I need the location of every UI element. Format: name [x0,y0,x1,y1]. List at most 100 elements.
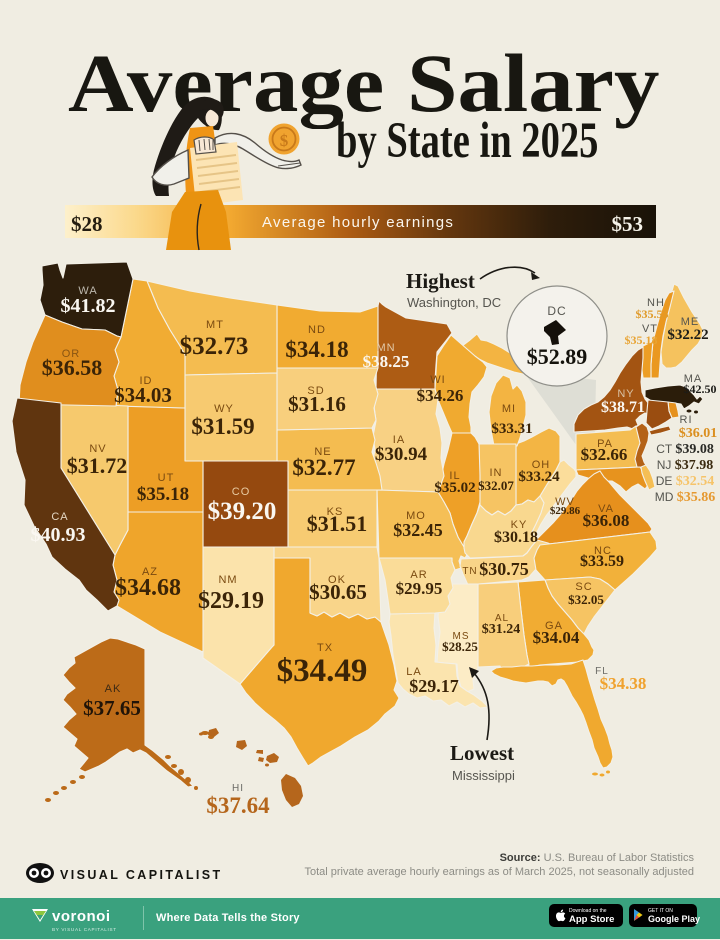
svg-text:$29.86: $29.86 [550,505,581,517]
svg-text:NE: NE [314,446,331,458]
svg-text:$32.73: $32.73 [180,333,249,360]
svg-text:MO: MO [406,510,426,522]
svg-text:GA: GA [545,620,563,632]
svg-text:$39.20: $39.20 [208,498,277,525]
svg-text:IA: IA [393,434,405,446]
svg-text:$32.66: $32.66 [581,445,628,464]
svg-text:$37.64: $37.64 [206,793,270,818]
svg-text:UT: UT [158,472,175,484]
svg-text:$38.25: $38.25 [363,352,410,371]
svg-text:IN: IN [490,467,503,479]
svg-text:NM: NM [218,574,237,586]
svg-text:$35.55: $35.55 [636,307,669,321]
svg-text:$30.75: $30.75 [479,559,529,579]
svg-text:MT: MT [206,319,224,331]
svg-text:MA: MA [684,373,703,385]
svg-text:$30.18: $30.18 [494,529,538,546]
svg-text:$33.24: $33.24 [518,469,560,485]
svg-text:$31.59: $31.59 [191,414,254,439]
svg-text:WY: WY [214,403,234,415]
svg-text:$30.94: $30.94 [375,444,428,465]
svg-text:MN: MN [376,342,395,354]
svg-text:$36.01: $36.01 [679,426,718,441]
svg-text:$32.07: $32.07 [478,478,514,493]
svg-text:CT $39.08: CT $39.08 [656,442,714,457]
svg-text:$38.71: $38.71 [601,399,645,416]
svg-text:$31.16: $31.16 [288,392,346,416]
svg-text:$37.65: $37.65 [83,696,141,720]
svg-text:FL: FL [595,666,609,677]
svg-text:$30.65: $30.65 [309,580,367,604]
svg-text:$33.31: $33.31 [491,421,532,437]
svg-text:AK: AK [105,683,122,695]
svg-text:$40.93: $40.93 [31,524,86,546]
svg-text:WA: WA [78,285,97,297]
svg-text:BY VISUAL CAPITALIST: BY VISUAL CAPITALIST [52,927,117,932]
svg-text:$35.02: $35.02 [434,480,475,496]
svg-text:$29.95: $29.95 [396,579,443,598]
svg-text:$34.49: $34.49 [277,653,368,689]
svg-text:OK: OK [328,574,346,586]
svg-text:CO: CO [232,486,251,498]
svg-text:NJ $37.98: NJ $37.98 [657,458,714,473]
svg-text:OH: OH [532,459,551,471]
svg-text:$52.89: $52.89 [527,344,588,369]
svg-text:MI: MI [502,403,516,415]
svg-text:voronoi: voronoi [52,908,111,925]
svg-text:AZ: AZ [142,566,158,578]
svg-text:ND: ND [308,324,326,336]
svg-text:SC: SC [575,581,592,593]
svg-text:$31.24: $31.24 [482,622,521,637]
svg-text:Lowest: Lowest [450,741,514,765]
svg-text:WI: WI [430,374,445,386]
svg-text:AR: AR [410,569,427,581]
svg-text:PA: PA [597,438,613,450]
svg-text:KY: KY [511,519,528,531]
svg-text:$34.04: $34.04 [533,628,580,647]
svg-text:$34.18: $34.18 [285,337,348,362]
svg-text:NV: NV [89,443,106,455]
svg-text:Highest: Highest [406,269,475,293]
svg-text:WV: WV [555,496,575,508]
svg-text:$42.50: $42.50 [684,382,717,396]
svg-text:NC: NC [594,545,612,557]
svg-text:VA: VA [598,503,614,515]
svg-text:KS: KS [327,506,344,518]
svg-text:TN: TN [462,566,477,577]
svg-text:$32.22: $32.22 [667,327,708,343]
svg-text:$31.72: $31.72 [67,453,128,478]
svg-text:HI: HI [232,783,244,794]
svg-text:$33.59: $33.59 [580,553,624,570]
svg-text:$35.18: $35.18 [137,484,189,505]
svg-text:$34.26: $34.26 [417,386,464,405]
svg-text:$32.45: $32.45 [393,520,443,540]
svg-text:SD: SD [307,385,324,397]
svg-text:OR: OR [62,348,81,360]
svg-text:$34.68: $34.68 [115,575,181,601]
svg-text:$: $ [280,131,289,150]
svg-text:ID: ID [140,375,153,387]
svg-text:MS: MS [453,631,470,642]
svg-text:$29.17: $29.17 [409,676,459,696]
svg-text:$32.77: $32.77 [292,455,355,480]
svg-text:Washington, DC: Washington, DC [407,295,501,310]
svg-text:ME: ME [681,316,700,328]
svg-text:LA: LA [406,666,421,678]
svg-text:AL: AL [495,613,509,624]
svg-text:NY: NY [617,388,634,400]
svg-text:$34.03: $34.03 [114,383,172,407]
svg-text:$36.58: $36.58 [42,355,103,380]
svg-text:$41.82: $41.82 [61,295,116,317]
svg-text:$31.51: $31.51 [307,511,368,536]
svg-text:$35.18: $35.18 [625,333,658,347]
svg-text:DC: DC [547,304,566,318]
svg-text:DE $32.54: DE $32.54 [656,474,715,489]
svg-text:CA: CA [51,511,68,523]
svg-text:MD $35.86: MD $35.86 [655,490,716,505]
svg-text:$32.05: $32.05 [568,592,604,607]
svg-text:VT: VT [642,323,658,335]
svg-text:TX: TX [317,642,333,654]
svg-text:$28.25: $28.25 [442,639,478,654]
svg-text:NH: NH [647,297,665,309]
svg-text:$34.38: $34.38 [600,674,647,693]
